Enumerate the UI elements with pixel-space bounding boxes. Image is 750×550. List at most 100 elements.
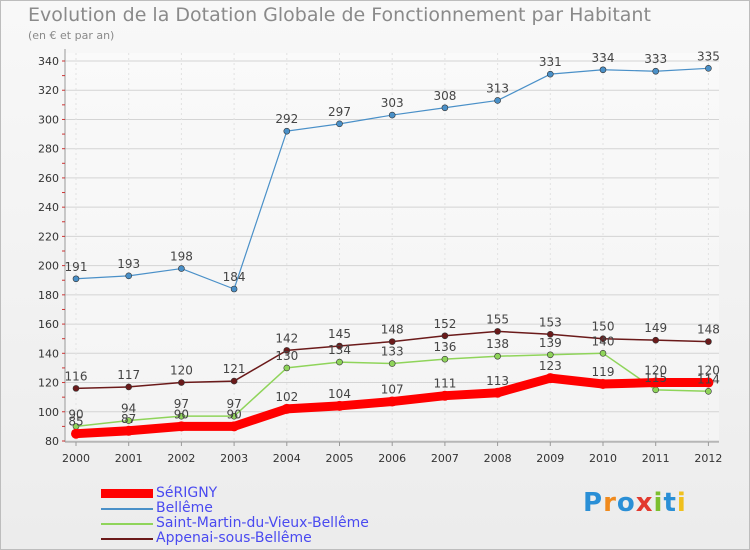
- data-label-belleme: 198: [170, 250, 193, 264]
- data-point-saint-martin: [178, 412, 185, 420]
- proxiti-logo: Proxiti: [583, 488, 687, 518]
- data-label-appenai: 117: [117, 368, 140, 382]
- x-tick-label: 2007: [431, 452, 459, 465]
- y-tick-label: 140: [38, 347, 59, 360]
- data-label-serigny: 107: [381, 383, 404, 397]
- data-point-serigny: [439, 390, 450, 401]
- data-label-saint-martin: 90: [68, 407, 83, 421]
- y-tick-label: 120: [38, 377, 59, 390]
- data-point-serigny: [650, 377, 661, 388]
- logo-letter: x: [635, 488, 654, 518]
- data-point-belleme: [283, 127, 291, 135]
- data-label-saint-martin: 134: [328, 343, 351, 357]
- y-tick-label: 280: [38, 143, 59, 156]
- data-point-appenai: [652, 336, 660, 344]
- data-label-serigny: 113: [486, 374, 509, 388]
- data-point-appenai: [125, 383, 132, 391]
- data-label-belleme: 292: [275, 112, 298, 126]
- data-label-appenai: 142: [275, 331, 298, 345]
- data-label-serigny: 119: [592, 365, 615, 379]
- data-point-serigny: [598, 379, 608, 389]
- data-point-saint-martin: [388, 360, 396, 367]
- data-label-serigny: 90: [226, 407, 241, 421]
- data-point-serigny: [492, 387, 503, 398]
- data-label-appenai: 155: [486, 312, 509, 326]
- data-point-serigny: [229, 421, 240, 432]
- chart-subtitle: (en € et par an): [28, 29, 115, 42]
- data-point-belleme: [72, 275, 80, 283]
- legend-swatch-belleme: [101, 508, 153, 510]
- x-tick-label: 2009: [536, 452, 564, 465]
- data-point-belleme: [388, 111, 396, 119]
- chart-title: Evolution de la Dotation Globale de Fonc…: [28, 4, 651, 26]
- data-point-appenai: [546, 331, 554, 338]
- x-tick-label: 2012: [694, 452, 722, 465]
- data-point-belleme: [599, 66, 607, 74]
- data-point-appenai: [336, 342, 343, 350]
- x-tick-label: 2002: [167, 452, 195, 465]
- data-label-belleme: 308: [433, 89, 456, 103]
- logo-letter: i: [653, 488, 664, 518]
- data-label-belleme: 331: [539, 55, 562, 69]
- data-point-serigny: [176, 421, 187, 432]
- x-tick-label: 2001: [115, 452, 143, 465]
- data-point-serigny: [334, 400, 345, 411]
- legend-swatch-serigny: [101, 489, 153, 498]
- data-point-appenai: [705, 338, 712, 345]
- data-point-serigny: [123, 425, 134, 436]
- data-point-appenai: [230, 377, 238, 385]
- logo-letter: r: [603, 488, 617, 518]
- legend-swatch-appenai: [101, 538, 153, 540]
- x-tick-label: 2008: [484, 452, 512, 465]
- data-label-belleme: 313: [486, 81, 509, 95]
- data-point-serigny: [545, 373, 556, 384]
- y-tick-label: 340: [38, 55, 59, 68]
- data-point-belleme: [546, 70, 554, 78]
- data-label-serigny: 102: [275, 390, 298, 404]
- data-point-saint-martin: [125, 417, 132, 424]
- data-label-belleme: 191: [65, 260, 88, 274]
- data-point-belleme: [705, 65, 712, 72]
- x-tick-label: 2003: [220, 452, 248, 465]
- y-tick-label: 220: [38, 230, 59, 243]
- legend-label-appenai: Appenai-sous-Bellême: [156, 530, 312, 546]
- data-point-serigny: [387, 396, 398, 407]
- data-label-serigny: 87: [121, 412, 136, 426]
- data-label-appenai: 152: [433, 317, 456, 331]
- data-point-belleme: [336, 120, 343, 128]
- data-label-appenai: 150: [592, 320, 615, 334]
- data-point-saint-martin: [494, 352, 501, 360]
- x-tick-label: 2011: [642, 452, 670, 465]
- y-tick-label: 320: [38, 84, 59, 97]
- data-point-belleme: [230, 285, 238, 293]
- data-point-appenai: [388, 338, 396, 345]
- data-point-appenai: [599, 335, 607, 342]
- data-point-serigny: [703, 377, 714, 388]
- data-label-saint-martin: 97: [226, 397, 241, 411]
- data-label-saint-martin: 136: [433, 340, 456, 354]
- data-label-appenai: 120: [170, 364, 193, 378]
- data-label-appenai: 116: [65, 369, 88, 383]
- data-label-belleme: 335: [697, 49, 720, 63]
- y-tick-label: 80: [45, 435, 59, 448]
- legend-label-serigny: SéRIGNY: [156, 485, 218, 501]
- logo-letter: t: [663, 488, 677, 518]
- data-label-serigny: 120: [697, 364, 720, 378]
- data-point-appenai: [441, 332, 449, 340]
- data-label-belleme: 193: [117, 257, 140, 271]
- data-point-saint-martin: [705, 388, 712, 395]
- data-label-serigny: 104: [328, 387, 351, 401]
- y-tick-label: 180: [38, 289, 59, 302]
- data-label-belleme: 303: [381, 96, 404, 110]
- data-label-appenai: 153: [539, 315, 562, 329]
- data-label-belleme: 334: [592, 51, 615, 65]
- data-label-belleme: 184: [223, 270, 246, 284]
- data-label-saint-martin: 133: [381, 345, 404, 359]
- data-label-saint-martin: 138: [486, 337, 509, 351]
- x-tick-label: 2000: [62, 452, 90, 465]
- data-label-serigny: 120: [644, 364, 667, 378]
- x-tick-label: 2005: [326, 452, 354, 465]
- data-label-saint-martin: 115: [644, 371, 667, 385]
- data-label-saint-martin: 139: [539, 336, 562, 350]
